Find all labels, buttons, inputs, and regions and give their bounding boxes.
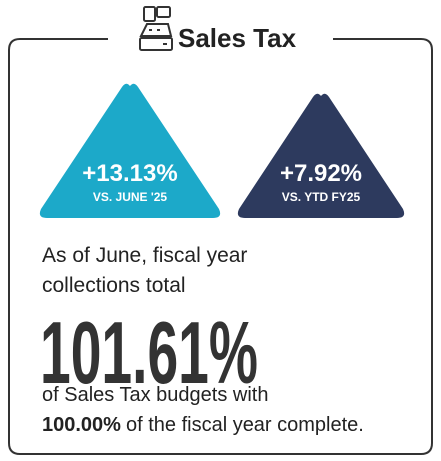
badge-label: VS. YTD FY25: [282, 190, 361, 204]
body-text: 100.00% of the fiscal year complete.: [42, 414, 364, 436]
badge-value: +13.13%: [82, 160, 177, 187]
body-rest: of the fiscal year complete.: [126, 414, 364, 436]
body-text: of Sales Tax budgets with: [42, 384, 268, 406]
card-border: [8, 38, 433, 455]
badge-triangle: [39, 83, 221, 219]
register-icon: [139, 6, 173, 51]
badge-label: VS. JUNE '25: [93, 190, 168, 204]
headline: 101.61%: [40, 303, 258, 402]
badge-triangle: [237, 93, 405, 218]
body-text: collections total: [42, 274, 186, 297]
body-bold: 100.00%: [42, 414, 121, 436]
badge-value: +7.92%: [280, 160, 362, 187]
body-text: As of June, fiscal year: [42, 244, 247, 267]
title: Sales Tax: [178, 23, 297, 53]
